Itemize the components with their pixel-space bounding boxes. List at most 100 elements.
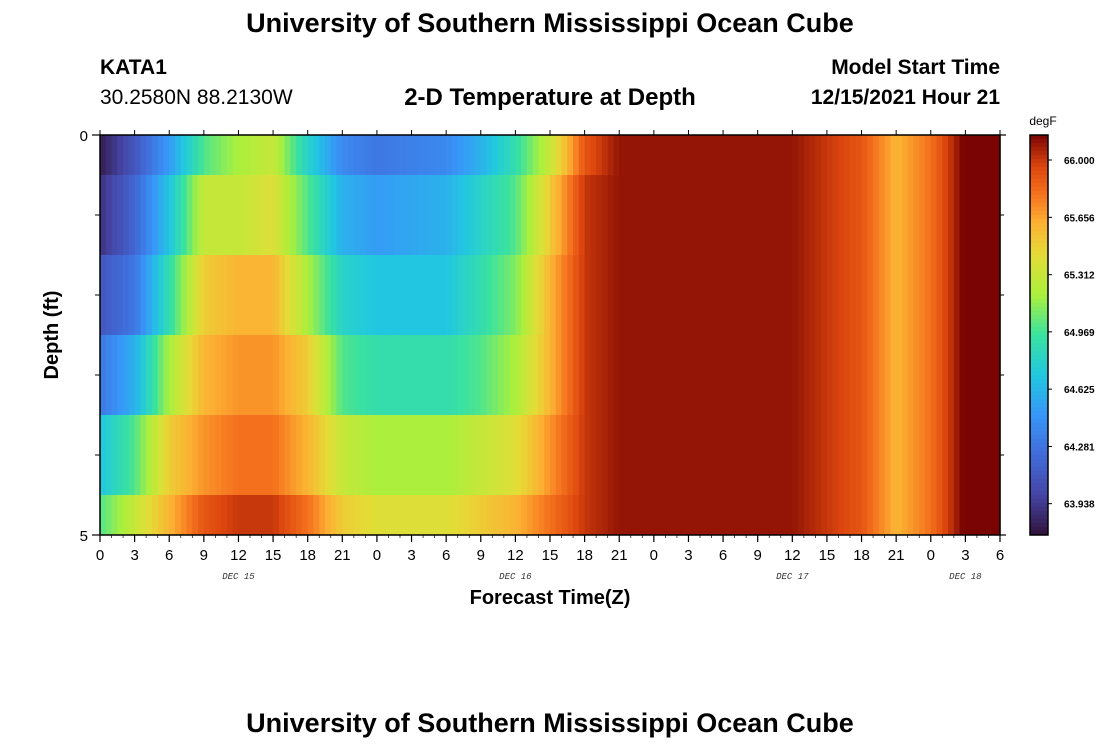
heatmap-cell [532, 335, 540, 416]
heatmap-cell [336, 415, 343, 496]
heatmap-cell [711, 495, 718, 536]
heatmap-cell [734, 415, 741, 496]
y-tick-label: 5 [80, 528, 88, 545]
heatmap-cell [809, 335, 816, 416]
colorbar-segment [1030, 279, 1048, 284]
heatmap-cell [648, 495, 655, 536]
heatmap-cell [688, 255, 695, 336]
heatmap-cell [665, 175, 672, 256]
heatmap-cell [250, 415, 257, 496]
heatmap-cell [630, 495, 638, 536]
heatmap-cell [296, 255, 303, 336]
footer-title: University of Southern Mississippi Ocean… [246, 708, 854, 738]
heatmap-cell [971, 495, 978, 536]
heatmap-cell [734, 495, 741, 536]
heatmap-cell [971, 415, 978, 496]
heatmap-cell [855, 415, 863, 496]
heatmap-cell [844, 495, 851, 536]
colorbar-segment [1030, 487, 1048, 492]
heatmap-cell [619, 495, 626, 536]
heatmap-cell [319, 175, 326, 256]
heatmap-cell [607, 495, 615, 536]
heatmap-cell [913, 415, 920, 496]
heatmap-cell [786, 335, 793, 416]
heatmap-cell [434, 175, 441, 256]
heatmap-cell [659, 335, 666, 416]
heatmap-cell [325, 495, 332, 536]
heatmap-cell [694, 335, 701, 416]
heatmap-cell [936, 495, 943, 536]
heatmap-cell [676, 495, 684, 536]
heatmap-cell [953, 495, 961, 536]
heatmap-cell [521, 415, 528, 496]
heatmap-cell [284, 415, 291, 496]
heatmap-cell [226, 495, 234, 536]
heatmap-cell [717, 335, 724, 416]
heatmap-cell [590, 415, 597, 496]
heatmap-cell [694, 495, 701, 536]
heatmap-cell [596, 495, 603, 536]
heatmap-cell [284, 255, 291, 336]
heatmap-cell [826, 255, 834, 336]
heatmap-cell [100, 135, 107, 176]
heatmap-cell [930, 175, 938, 256]
heatmap-cell [186, 335, 193, 416]
heatmap-cell [186, 255, 193, 336]
heatmap-cell [844, 175, 851, 256]
heatmap-cell [284, 175, 291, 256]
heatmap-cell [157, 335, 165, 416]
heatmap-cell [376, 415, 384, 496]
heatmap-cell [694, 135, 701, 176]
heatmap-cell [792, 495, 799, 536]
heatmap-cell [423, 175, 430, 256]
heatmap-cell [175, 175, 182, 256]
heatmap-cell [544, 135, 551, 176]
heatmap-cell [463, 135, 470, 176]
heatmap-cell [659, 495, 666, 536]
heatmap-cell [319, 255, 326, 336]
heatmap-cell [971, 335, 978, 416]
heatmap-cell [994, 175, 1001, 256]
heatmap-cell [700, 175, 707, 256]
colorbar-segment [1030, 355, 1048, 360]
colorbar-segment [1030, 295, 1048, 300]
heatmap-cell [561, 335, 568, 416]
colorbar-segment [1030, 179, 1048, 184]
heatmap-cell [480, 175, 488, 256]
heatmap-cell [175, 415, 182, 496]
heatmap-cell [515, 415, 522, 496]
heatmap-cell [342, 135, 349, 176]
heatmap-cell [780, 495, 788, 536]
heatmap-cell [405, 255, 413, 336]
heatmap-cell [688, 415, 695, 496]
heatmap-cell [757, 415, 765, 496]
heatmap-cell [376, 175, 384, 256]
heatmap-cell [526, 495, 534, 536]
heatmap-cell [855, 175, 863, 256]
heatmap-cell [803, 415, 811, 496]
heatmap-cell [561, 135, 568, 176]
colorbar-segment [1030, 439, 1048, 444]
heatmap-cell [296, 175, 303, 256]
heatmap-cell [198, 135, 205, 176]
heatmap-cell [890, 135, 897, 176]
heatmap-cell [123, 415, 130, 496]
heatmap-cell [584, 335, 591, 416]
heatmap-cell [642, 415, 649, 496]
heatmap-cell [498, 135, 505, 176]
heatmap-cell [463, 175, 470, 256]
heatmap-cell [550, 175, 557, 256]
colorbar-segment [1030, 343, 1048, 348]
heatmap-cell [192, 495, 199, 536]
heatmap-cell [544, 495, 551, 536]
heatmap-cell [659, 255, 666, 336]
heatmap-cell [521, 255, 528, 336]
heatmap-cell [123, 175, 130, 256]
heatmap-cell [503, 175, 511, 256]
colorbar-segment [1030, 431, 1048, 436]
colorbar-tick-label: 63.938 [1064, 500, 1095, 511]
heatmap-cell [446, 495, 453, 536]
heatmap-cell [653, 255, 661, 336]
colorbar-segment [1030, 227, 1048, 232]
heatmap-cell [353, 415, 361, 496]
